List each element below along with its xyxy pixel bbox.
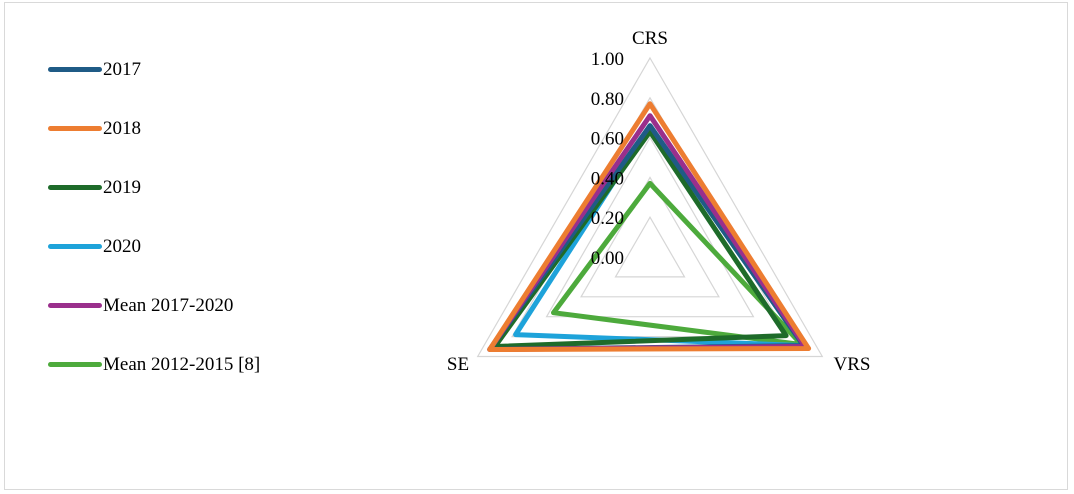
axis-label-se: SE xyxy=(447,354,469,375)
series-mean-2017-2020 xyxy=(487,113,808,352)
legend-label-2018: 2018 xyxy=(103,117,141,139)
legend-item-2018: 2018 xyxy=(48,99,348,158)
series-mean-2012-2015-8 xyxy=(551,180,805,348)
legend-label-mean-2012-2015: Mean 2012-2015 [8] xyxy=(103,353,261,375)
tick-label: 0.00 xyxy=(591,248,624,269)
legend-swatch-2018 xyxy=(48,126,102,131)
legend-label-2017: 2017 xyxy=(103,58,141,80)
radial-tick-labels: 0.00 0.20 0.40 0.60 0.80 1.00 xyxy=(591,49,624,269)
legend: 2017 2018 2019 2020 Mean 2017-2020 Mean … xyxy=(48,40,348,394)
legend-label-2019: 2019 xyxy=(103,176,141,198)
legend-swatch-mean-2017-2020 xyxy=(48,303,102,308)
legend-label-mean-2017-2020: Mean 2017-2020 xyxy=(103,294,234,316)
axis-labels: CRS VRS SE xyxy=(447,28,871,375)
radar-series xyxy=(487,101,812,352)
legend-item-mean-2017-2020: Mean 2017-2020 xyxy=(48,276,348,335)
legend-swatch-2020 xyxy=(48,244,102,249)
series-2017 xyxy=(487,123,806,352)
tick-label: 0.60 xyxy=(591,129,624,150)
legend-item-mean-2012-2015: Mean 2012-2015 [8] xyxy=(48,335,348,394)
tick-label: 0.80 xyxy=(591,89,624,110)
axis-label-crs: CRS xyxy=(632,28,668,49)
legend-swatch-2019 xyxy=(48,185,102,190)
grid-ring-1 xyxy=(614,216,686,278)
legend-item-2019: 2019 xyxy=(48,158,348,217)
tick-label: 1.00 xyxy=(591,49,624,70)
series-2018 xyxy=(487,101,812,352)
axis-label-vrs: VRS xyxy=(834,354,871,375)
grid-ring-5 xyxy=(476,56,824,358)
legend-item-2020: 2020 xyxy=(48,217,348,276)
tick-label: 0.20 xyxy=(591,208,624,229)
series-2019 xyxy=(492,129,789,349)
grid-ring-2 xyxy=(580,176,720,298)
legend-swatch-2017 xyxy=(48,67,102,72)
grid-ring-3 xyxy=(545,136,755,318)
tick-label: 0.40 xyxy=(591,168,624,189)
legend-swatch-mean-2012-2015 xyxy=(48,362,102,367)
chart-frame xyxy=(4,2,1068,490)
legend-label-2020: 2020 xyxy=(103,235,141,257)
legend-item-2017: 2017 xyxy=(48,40,348,99)
